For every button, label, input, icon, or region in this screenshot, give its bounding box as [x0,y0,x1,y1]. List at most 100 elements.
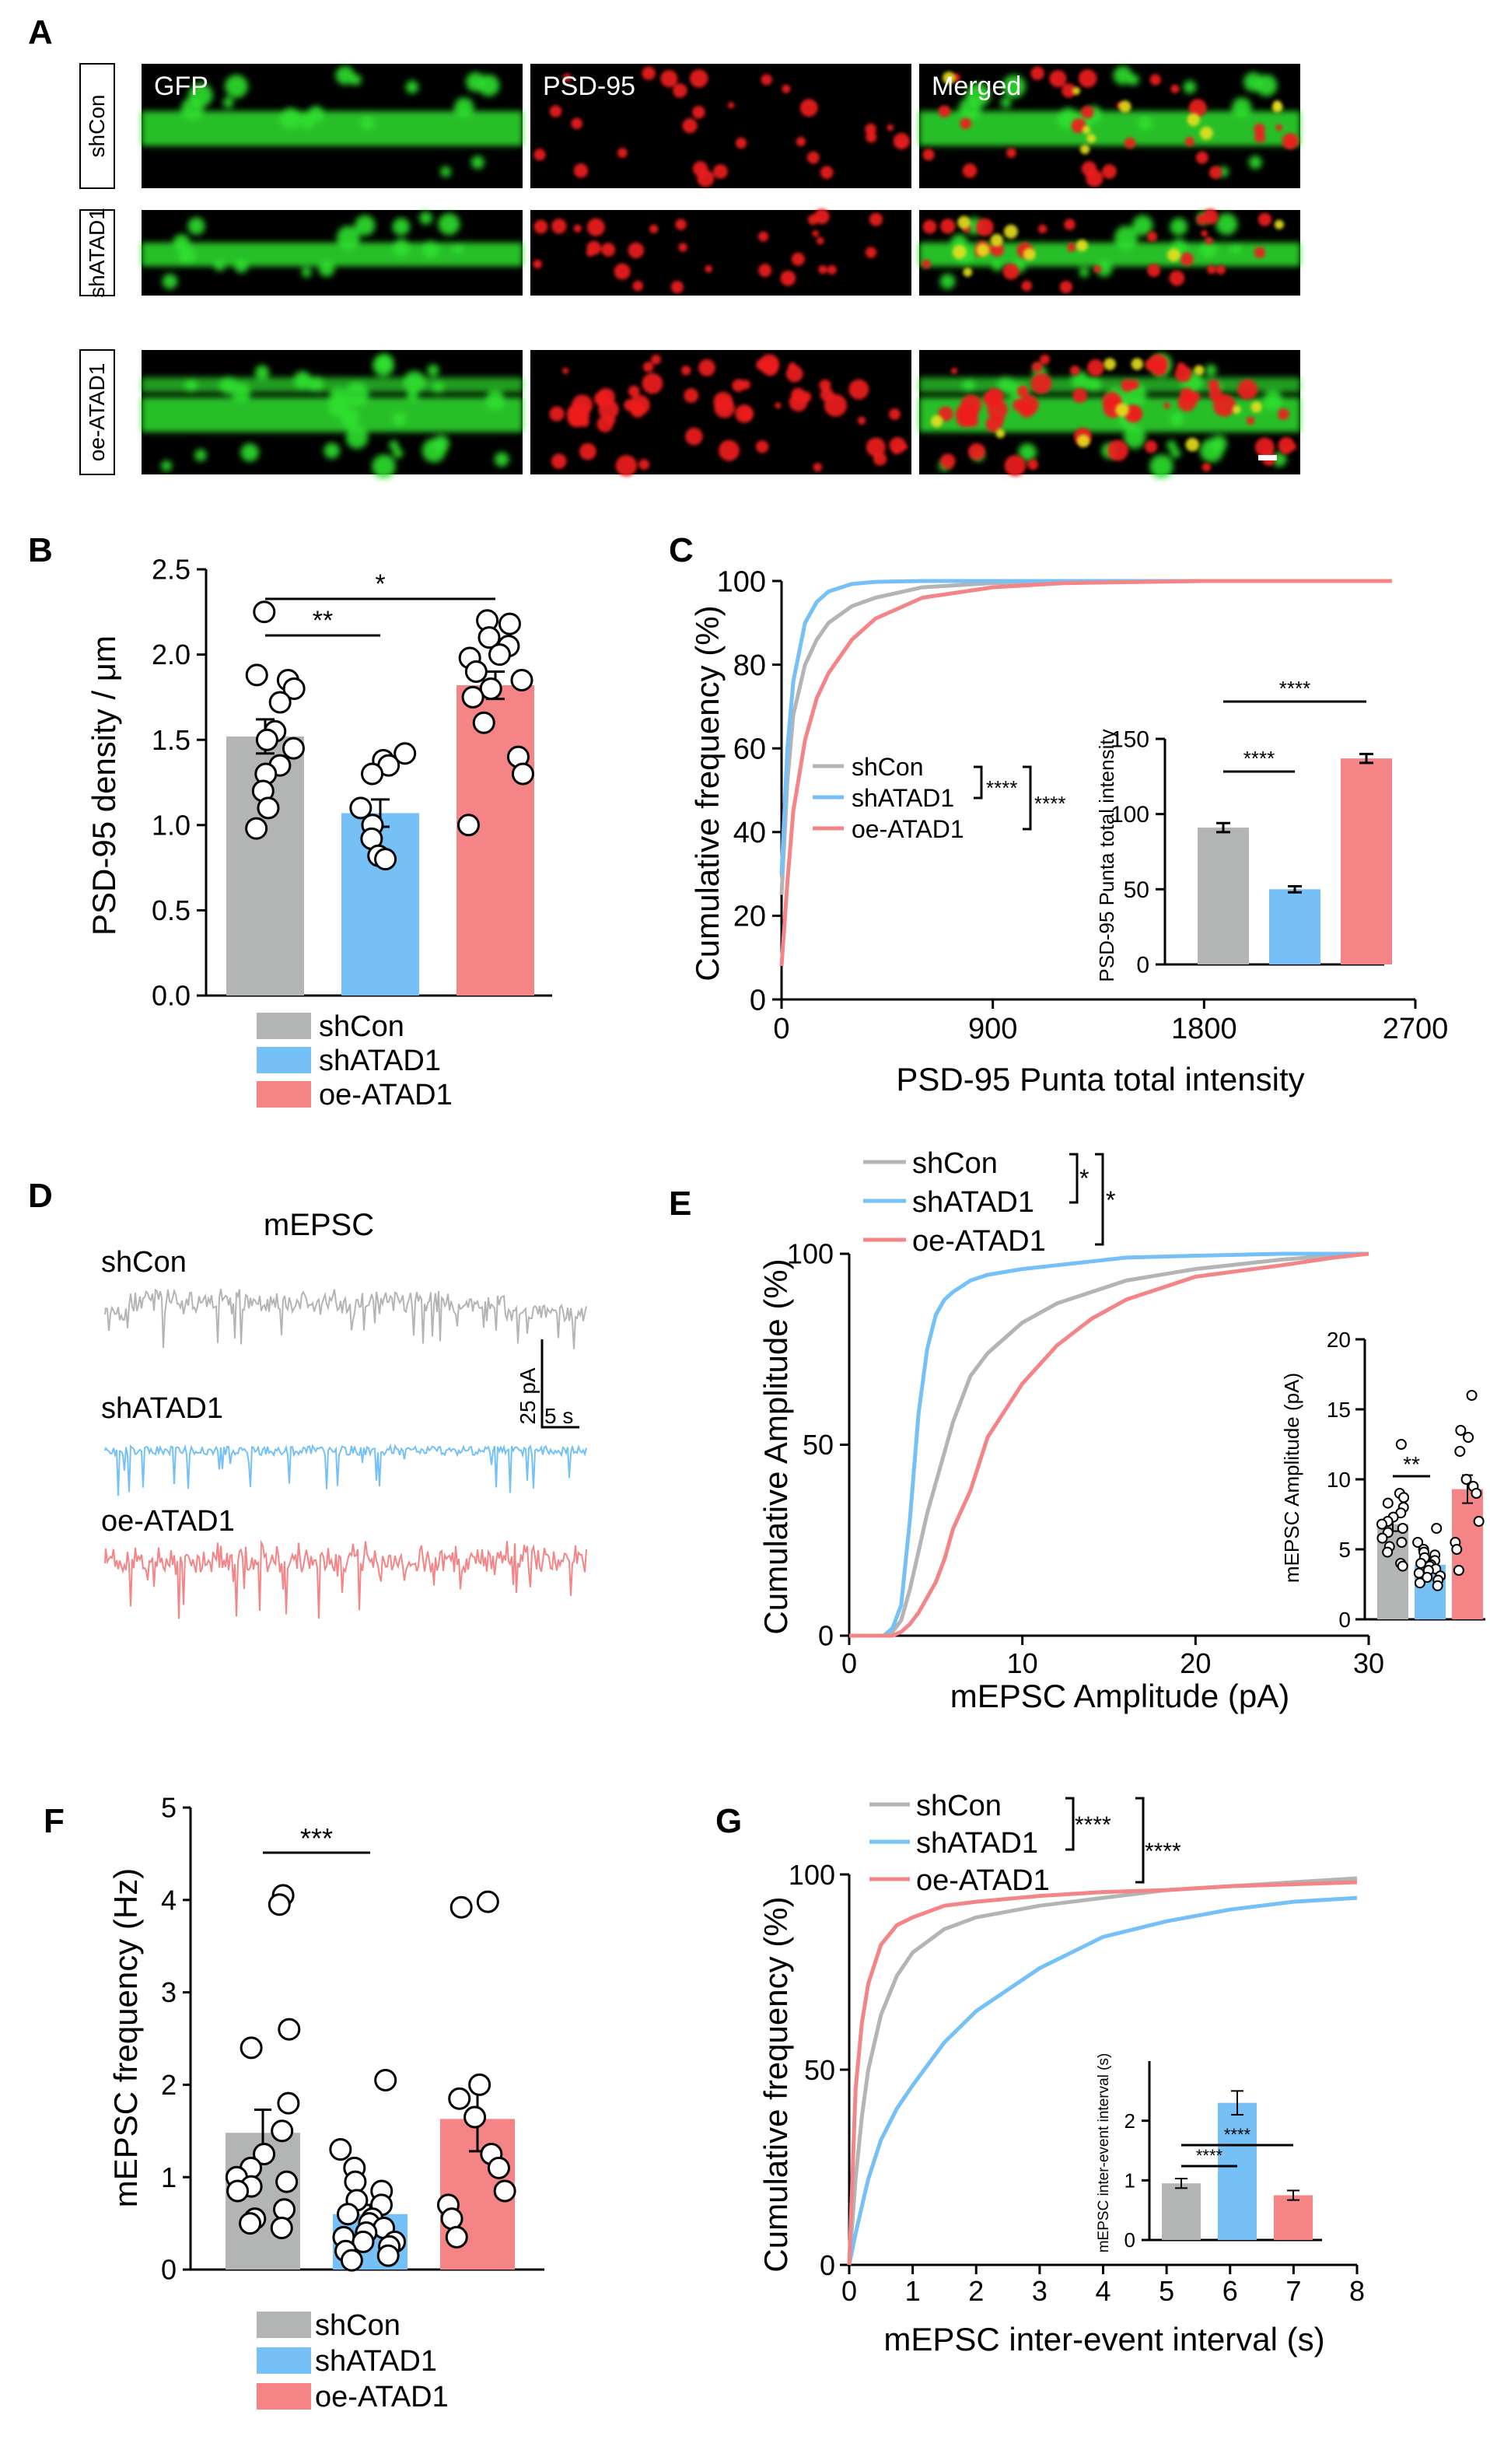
psd95-puncta [782,84,791,93]
row-label-box [79,209,115,296]
yellow-overlap [976,243,990,257]
trace-label-oe-ATAD1: oe-ATAD1 [101,1505,235,1538]
psd95-puncta [1212,394,1236,417]
psd95-puncta [615,455,638,477]
psd95-puncta [649,224,659,234]
psd95-puncta [1040,354,1050,365]
psd95-puncta [732,379,746,393]
psd95-puncta [1254,437,1275,457]
data-point [329,2138,352,2161]
y-tick-label: 0 [1338,1608,1351,1632]
psd95-puncta [1049,70,1067,88]
yellow-overlap [1086,134,1097,143]
psd95-puncta [1257,212,1272,226]
spine [1113,65,1132,86]
psd95-puncta [705,264,713,273]
spine [432,435,450,453]
spine [392,411,407,426]
psd95-puncta [1072,388,1088,403]
panel-f-bar-chart: F 0 1 2 3 4 5 *** mEPSC frequency (Hz) shConshAT… [44,1792,544,2413]
x-tick-label: 4 [1095,2275,1111,2307]
psd95-puncta [1205,236,1213,245]
yellow-overlap [1250,401,1262,413]
psd95-puncta [670,280,684,294]
y-tick-label: 2 [1124,2109,1135,2133]
spine [427,364,439,376]
spine [299,114,316,129]
psd95-puncta [1081,161,1097,177]
data-point [253,2143,276,2165]
spine [1263,390,1283,411]
yellow-overlap [1185,437,1200,452]
data-point [1376,1518,1387,1530]
psd95-puncta [1286,139,1295,149]
psd95-puncta [1081,105,1094,119]
data-point [277,2091,300,2115]
psd95-puncta [1021,280,1033,292]
psd95-puncta [533,219,548,234]
row-label-shATAD1: shATAD1 [85,208,109,298]
legend-significance: **** [1145,1839,1181,1864]
data-point [1451,1544,1463,1555]
yellow-overlap [963,268,973,277]
psd95-puncta [922,219,937,234]
psd95-puncta [812,229,820,237]
legend-swatch-shATAD1 [257,1047,311,1073]
data-point [1471,1488,1482,1499]
psd95-puncta [735,137,747,149]
panel-letter-g: G [715,1802,742,1840]
yellow-overlap [1104,358,1116,370]
psd95-puncta [727,102,735,109]
data-point [255,728,278,751]
spine [996,376,1016,395]
legend-label-shCon: shCon [912,1147,998,1180]
yellow-overlap [1274,219,1284,229]
psd95-puncta [788,362,797,371]
data-point [1397,1560,1408,1572]
legend-bracket [974,765,983,800]
series-line-oe-ATAD1 [847,1880,1358,2266]
y-tick-label: 50 [1124,877,1149,903]
spine [234,259,249,274]
data-point [226,2179,250,2203]
spine [1170,448,1181,459]
data-point [461,685,484,709]
data-point [1415,1558,1427,1569]
spine [438,213,460,236]
micrograph-content [533,66,910,187]
y-tick-label: 1.5 [152,724,191,756]
y-axis-label: Cumulative Amplitude (%) [757,1258,794,1634]
psd95-puncta [866,437,886,457]
psd95-puncta [1215,264,1226,275]
psd95-puncta [1002,263,1020,280]
legend-swatch-oe-ATAD1 [257,1081,311,1108]
y-tick-label: 5 [161,1792,177,1824]
spine [375,353,393,373]
series-line-oe-ATAD1 [849,1251,1369,1638]
data-point [477,626,501,649]
y-tick-label: 100 [787,1238,834,1270]
psd95-puncta [1107,439,1128,461]
spine [184,379,198,393]
psd95-puncta [684,388,699,403]
colocalization [943,72,1283,155]
psd95-puncta [848,379,869,400]
psd95-puncta [1124,137,1136,149]
spine [403,370,426,394]
data-point [278,2018,301,2041]
spine [337,226,360,250]
psd95-puncta [1145,359,1157,371]
psd95-puncta [1031,361,1043,373]
data-point [510,668,533,691]
spine [1248,156,1262,170]
spine [1114,226,1138,250]
y-axis-label: Cumulative frequency (%) [689,605,726,981]
data-point [479,677,502,700]
psd95-puncta [780,270,796,286]
psd95-puncta [689,69,708,88]
micrograph-content [919,208,1300,294]
x-tick-label: 0 [841,1647,857,1679]
psd95-puncta [680,366,691,376]
psd95-puncta [827,264,837,275]
